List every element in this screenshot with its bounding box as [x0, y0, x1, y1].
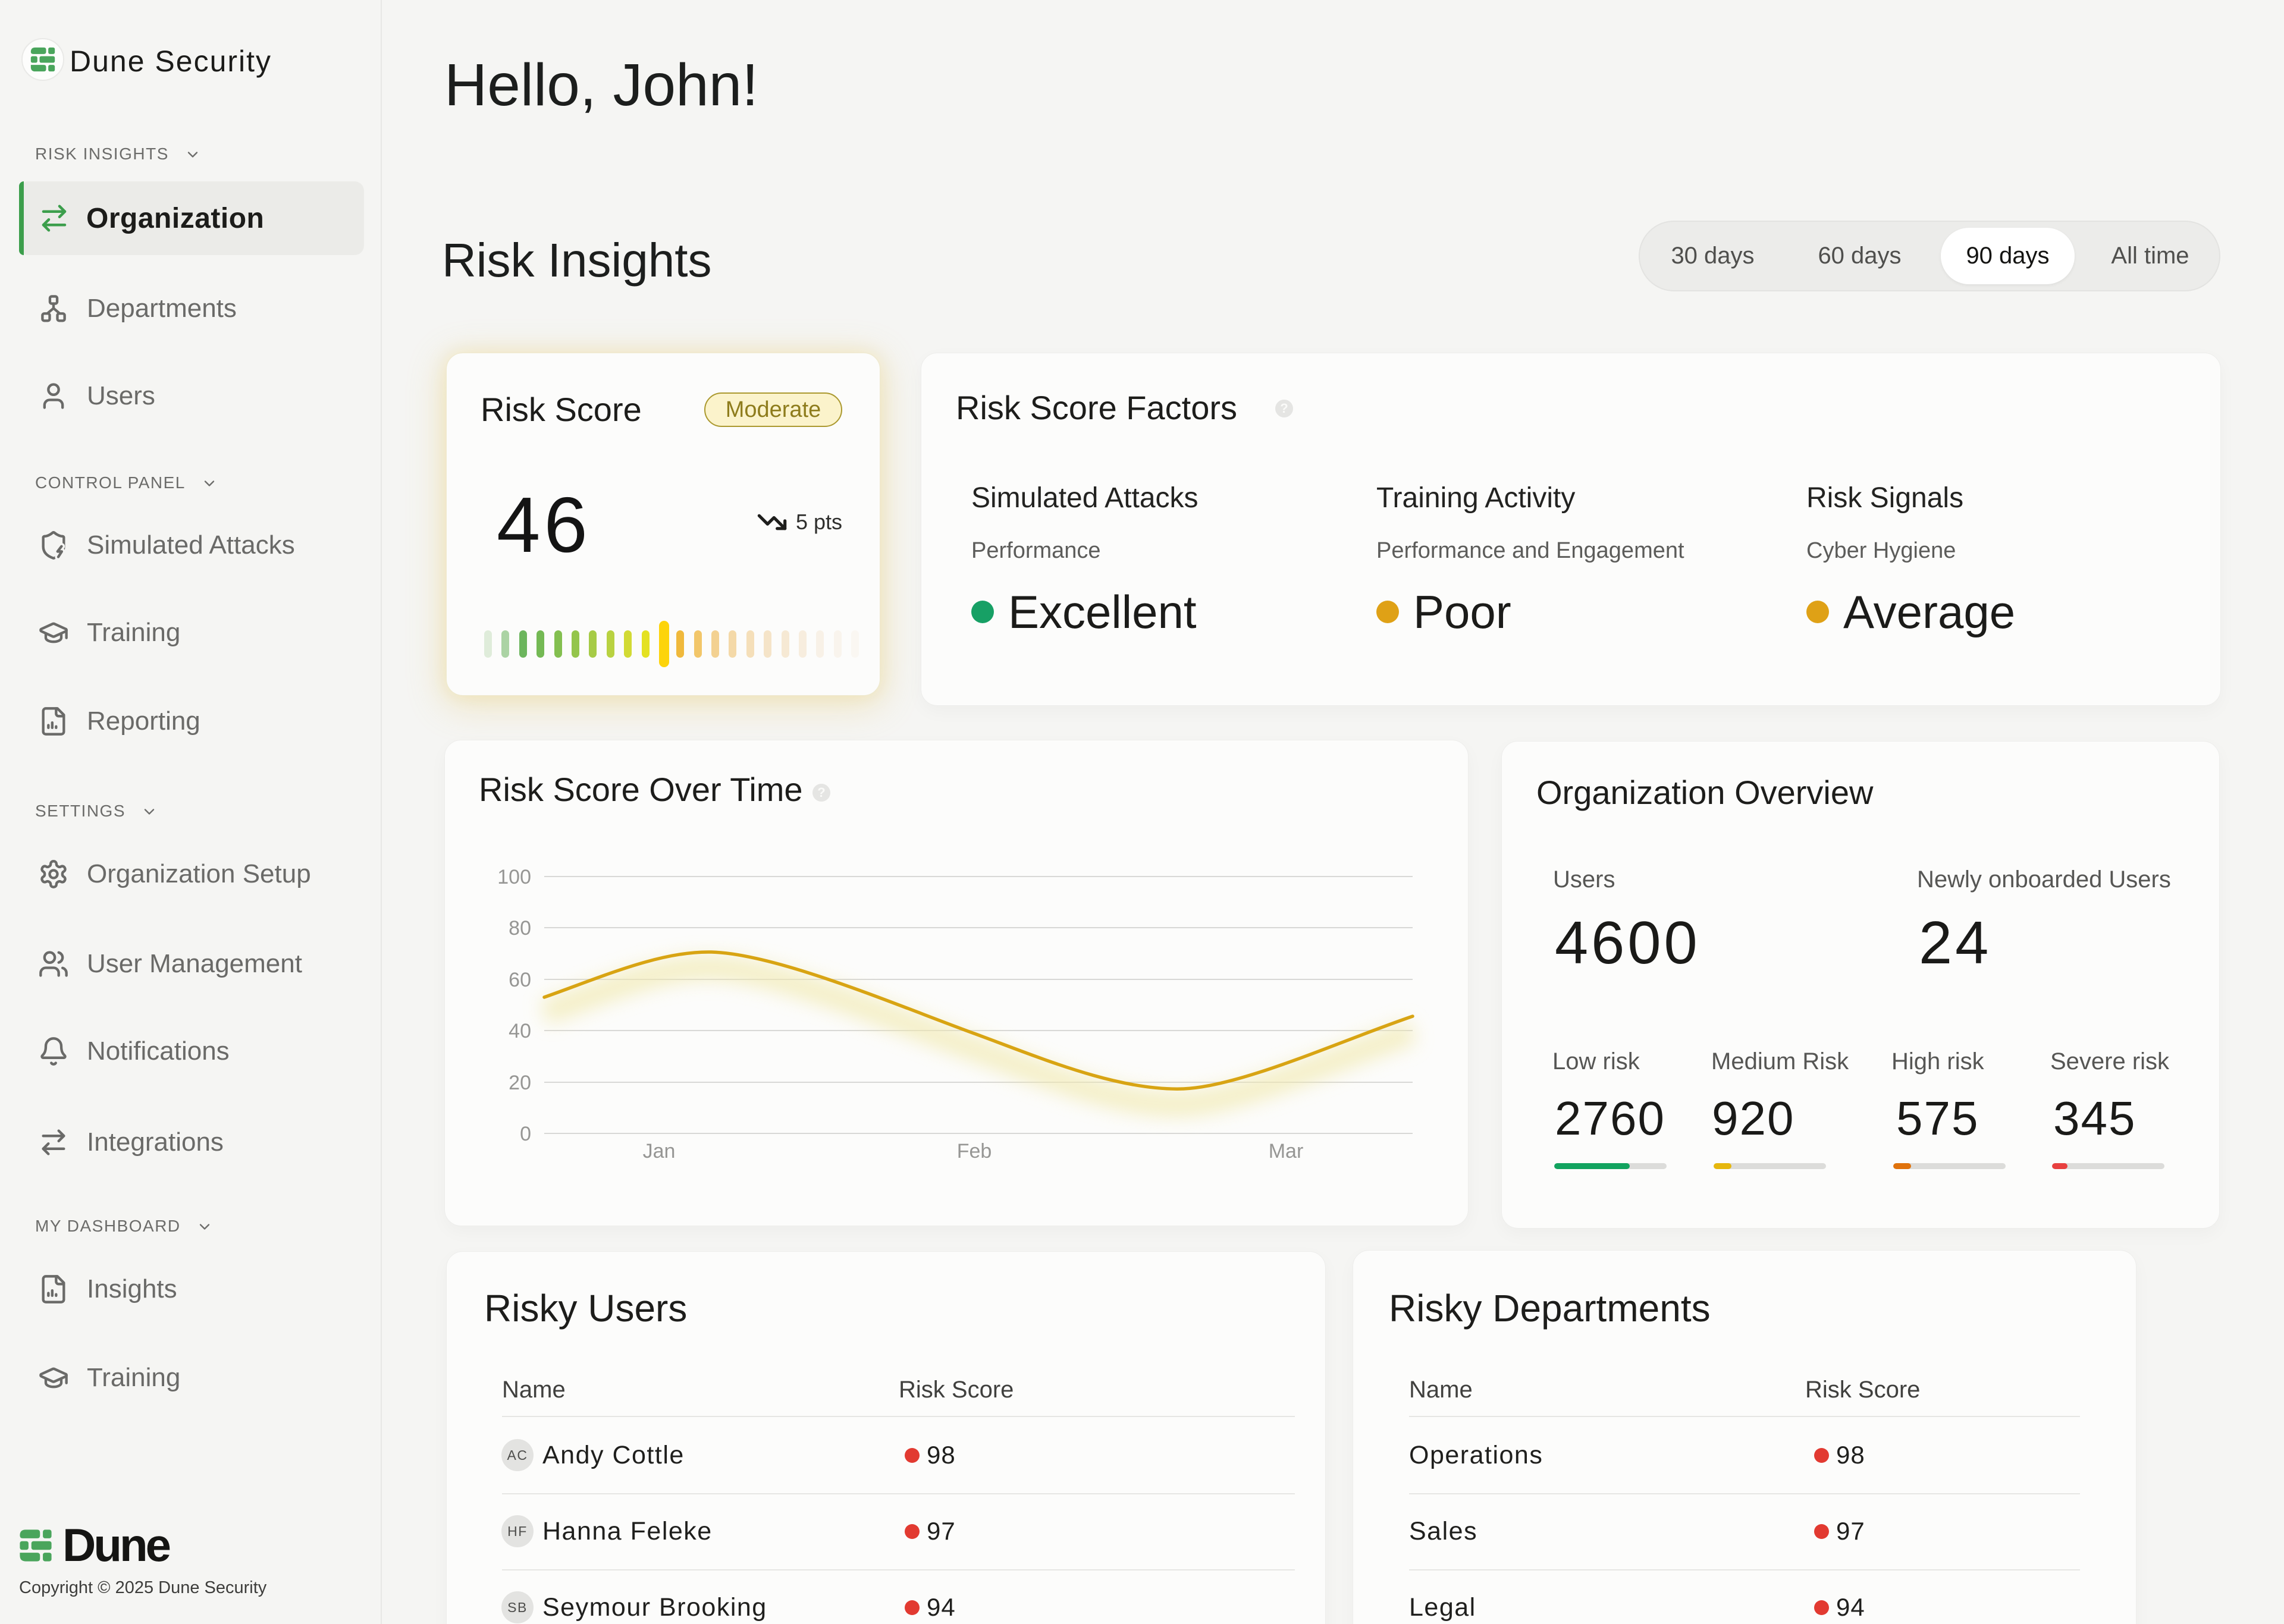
svg-text:20: 20: [509, 1072, 531, 1094]
svg-text:0: 0: [520, 1123, 531, 1145]
svg-text:Mar: Mar: [1269, 1140, 1304, 1163]
svg-text:Jan: Jan: [643, 1140, 676, 1163]
svg-text:Feb: Feb: [957, 1140, 992, 1163]
svg-text:100: 100: [497, 866, 531, 888]
svg-text:40: 40: [509, 1020, 531, 1042]
svg-text:60: 60: [509, 969, 531, 991]
svg-text:80: 80: [509, 917, 531, 940]
